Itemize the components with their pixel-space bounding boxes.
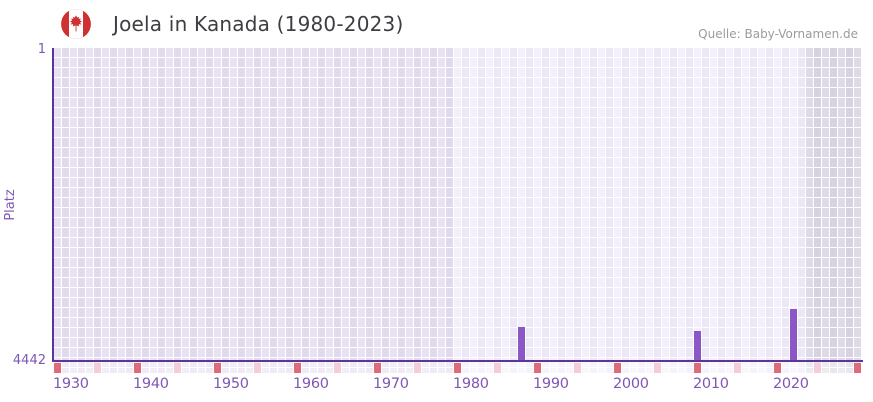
y-axis-tick-top: 1 [37,42,46,57]
decade-tick-2000 [614,363,621,373]
x-tick-label-1930: 1930 [53,376,89,392]
x-tick-label-2000: 2000 [613,376,649,392]
half-decade-tick-2005 [654,363,661,373]
x-tick-label-1990: 1990 [533,376,569,392]
half-decade-tick-1985 [494,363,501,373]
half-decade-tick-2025 [814,363,821,373]
decade-tick-1970 [374,363,381,373]
decade-tick-2020 [774,363,781,373]
zone-highlight-1980-2023 [454,48,806,373]
y-axis-line [52,48,54,362]
half-decade-tick-1965 [334,363,341,373]
x-tick-label-1950: 1950 [213,376,249,392]
bar-2022[interactable] [790,308,797,360]
chart-title: Joela in Kanada (1980-2023) [113,12,404,36]
x-tick-label-1960: 1960 [293,376,329,392]
half-decade-tick-1935 [94,363,101,373]
half-decade-tick-1945 [174,363,181,373]
bar-1988[interactable] [518,326,525,360]
zone-pre-highlight [54,48,454,373]
half-decade-tick-1995 [574,363,581,373]
bar-2010[interactable] [694,331,701,360]
y-axis-label: Platz [3,189,18,221]
x-tick-label-1940: 1940 [133,376,169,392]
zone-dimmed-future [806,48,862,373]
decade-tick-1940 [134,363,141,373]
source-attribution: Quelle: Baby-Vornamen.de [698,27,858,41]
x-axis-line [52,360,863,362]
x-tick-label-1970: 1970 [373,376,409,392]
plot-area [52,48,863,373]
canada-flag-icon [61,9,91,39]
y-axis-tick-bottom: 4442 [12,353,46,368]
decade-tick-1950 [214,363,221,373]
decade-tick-2010 [694,363,701,373]
decade-tick-1960 [294,363,301,373]
half-decade-tick-1975 [414,363,421,373]
half-decade-tick-1955 [254,363,261,373]
decade-tick-1990 [534,363,541,373]
x-tick-label-2020: 2020 [773,376,809,392]
x-tick-label-2010: 2010 [693,376,729,392]
decade-tick-2030 [854,363,861,373]
decade-tick-1980 [454,363,461,373]
decade-tick-1930 [54,363,61,373]
x-tick-label-1980: 1980 [453,376,489,392]
half-decade-tick-2015 [734,363,741,373]
